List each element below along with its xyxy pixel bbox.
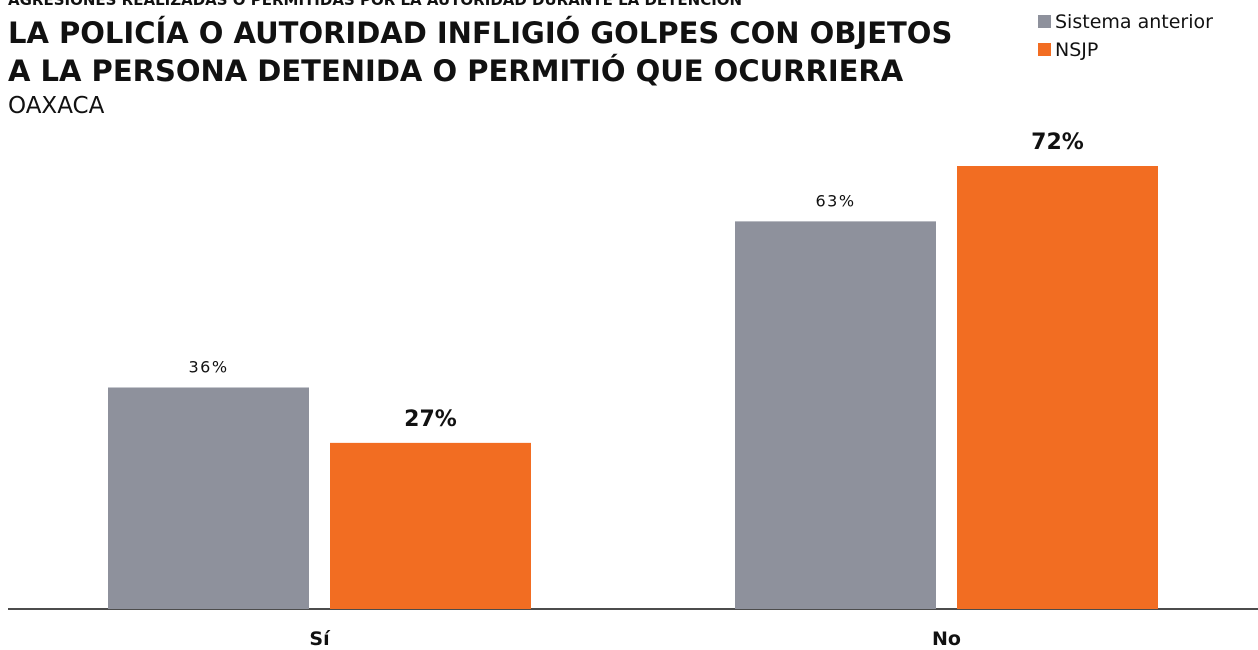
x-tick-label: No — [932, 628, 961, 650]
data-label: 63% — [815, 191, 855, 210]
bar — [108, 387, 309, 609]
chart-kicker: AGRESIONES REALIZADAS O PERMITIDAS POR L… — [8, 0, 742, 9]
legend-label: NSJP — [1055, 39, 1098, 61]
data-label: 36% — [188, 358, 228, 377]
data-label: 72% — [1031, 130, 1084, 155]
chart-title: LA POLICÍA O AUTORIDAD INFLIGIÓ GOLPES C… — [8, 16, 952, 50]
legend-swatch — [1038, 15, 1051, 28]
chart-subtitle: OAXACA — [8, 93, 105, 119]
x-tick-label: Sí — [309, 628, 331, 650]
bar — [735, 221, 936, 609]
data-label: 27% — [404, 407, 457, 432]
bar — [957, 166, 1158, 609]
chart-title: A LA PERSONA DETENIDA O PERMITIÓ QUE OCU… — [8, 54, 904, 88]
legend-label: Sistema anterior — [1055, 11, 1213, 33]
bar — [330, 442, 531, 609]
legend-swatch — [1038, 43, 1051, 56]
